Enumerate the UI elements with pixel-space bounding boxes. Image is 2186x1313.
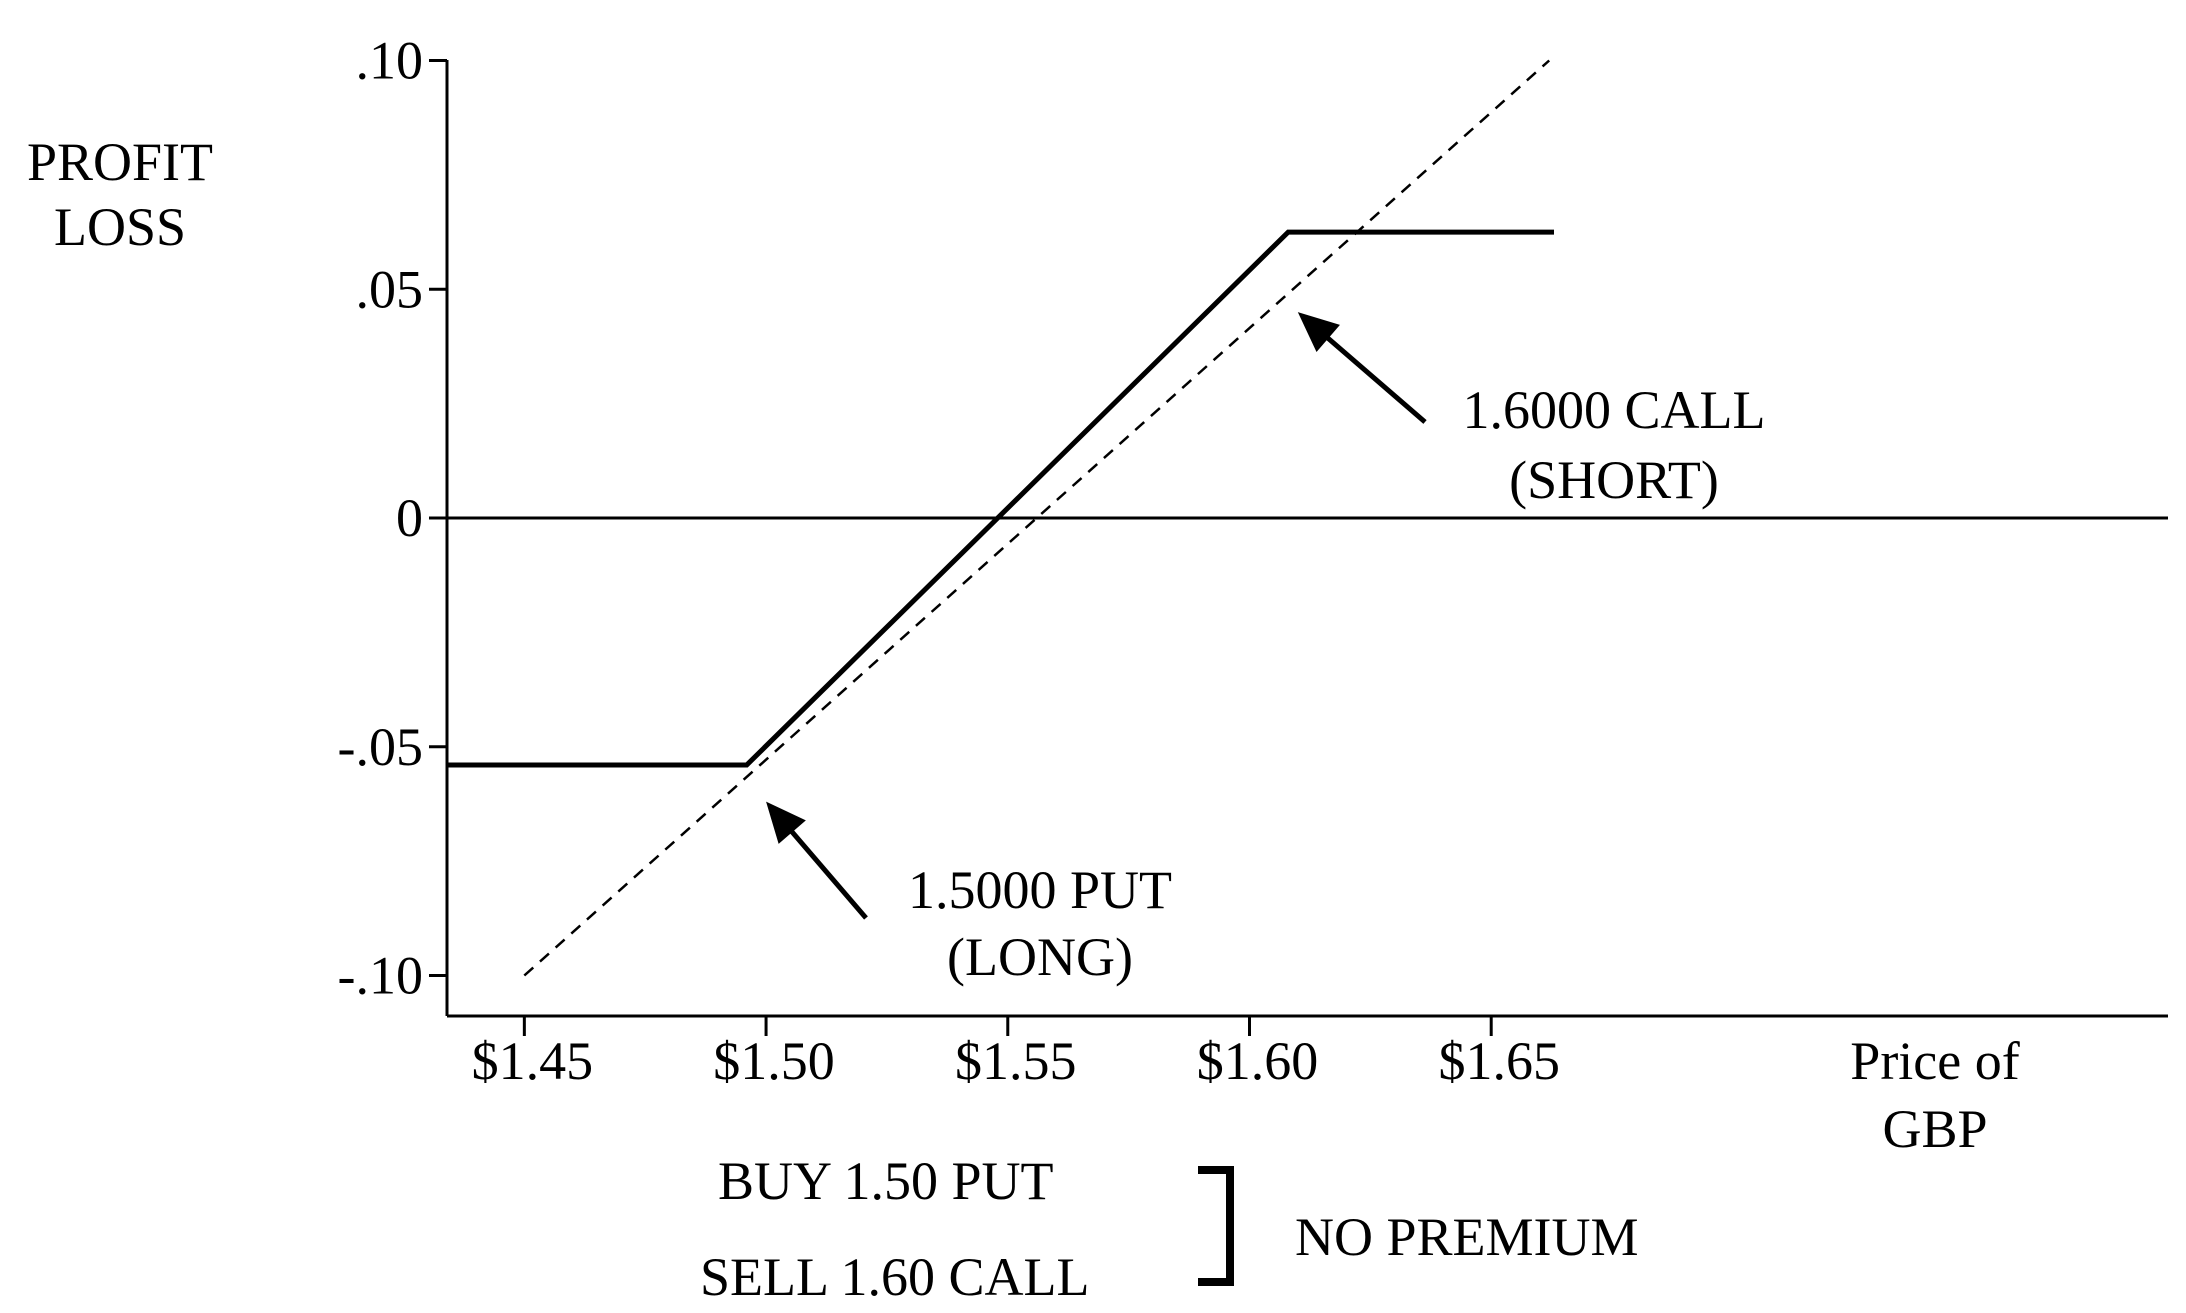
put-annotation-line-2: (LONG) <box>947 927 1133 987</box>
put-annotation-line-1: 1.5000 PUT <box>908 860 1172 920</box>
y-tick-label: 0 <box>396 488 423 548</box>
ticks: .10 .05 0 -.05 -.10 $1.45 $1.50 $1.55 $1.60 $1.65 <box>338 31 1560 1092</box>
collar-payoff-line <box>447 229 1554 768</box>
axes <box>445 60 2168 1018</box>
annotations <box>766 312 1427 920</box>
x-tick-label: $1.50 <box>713 1031 835 1091</box>
series-layer <box>447 59 1554 977</box>
footnote-line-2: SELL 1.60 CALL <box>700 1247 1089 1307</box>
x-tick-label: $1.60 <box>1197 1031 1319 1091</box>
dashed-extension-line <box>523 59 1551 977</box>
call-annotation-line-1: 1.6000 CALL <box>1463 380 1766 440</box>
footnote-bracket <box>1198 1166 1234 1286</box>
annotation-arrow-head <box>766 801 806 844</box>
x-tick-label: $1.45 <box>472 1031 594 1091</box>
footnote-bracket-label: NO PREMIUM <box>1295 1207 1639 1267</box>
x-axis-label-line-2: GBP <box>1882 1099 1987 1159</box>
y-tick-label: .10 <box>356 31 424 91</box>
annotation-arrow-shaft <box>1318 329 1427 424</box>
y-tick-label: -.10 <box>338 946 423 1006</box>
y-tick-label: .05 <box>356 259 424 319</box>
footnote-line-1: BUY 1.50 PUT <box>718 1151 1054 1211</box>
annotation-arrow-shaft <box>783 822 868 920</box>
x-tick-label: $1.65 <box>1438 1031 1560 1091</box>
call-annotation-line-2: (SHORT) <box>1509 450 1719 510</box>
x-tick-label: $1.55 <box>955 1031 1077 1091</box>
y-axis-label-line-2: LOSS <box>54 197 186 257</box>
y-tick-label: -.05 <box>338 717 423 777</box>
annotation-arrow-head <box>1297 312 1340 352</box>
x-axis-label-line-1: Price of <box>1850 1031 2019 1091</box>
y-axis-label-line-1: PROFIT <box>27 132 213 192</box>
